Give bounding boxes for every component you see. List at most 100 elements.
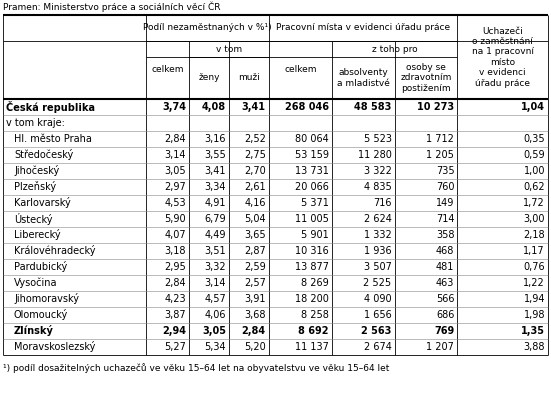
- Text: 2,84: 2,84: [164, 134, 186, 144]
- Text: Ústecký: Ústecký: [14, 213, 52, 225]
- Text: 566: 566: [436, 294, 455, 304]
- Text: z toho pro: z toho pro: [372, 44, 417, 53]
- Text: 2,18: 2,18: [523, 230, 545, 240]
- Text: 4,06: 4,06: [204, 310, 226, 320]
- Text: 358: 358: [436, 230, 455, 240]
- Text: 3,68: 3,68: [244, 310, 266, 320]
- Text: Pramen: Ministerstvo práce a sociálních věcí ČR: Pramen: Ministerstvo práce a sociálních …: [3, 2, 220, 12]
- Text: 760: 760: [436, 182, 455, 192]
- Text: 3,91: 3,91: [244, 294, 266, 304]
- Text: Plzeňský: Plzeňský: [14, 182, 56, 192]
- Text: 1 936: 1 936: [364, 246, 392, 256]
- Text: Hl. město Praha: Hl. město Praha: [14, 134, 92, 144]
- Text: 2 624: 2 624: [364, 214, 392, 224]
- Text: Pracovní místa v evidenci úřadu práce: Pracovní místa v evidenci úřadu práce: [276, 23, 450, 32]
- Text: 1,35: 1,35: [521, 326, 545, 336]
- Text: Jihočeský: Jihočeský: [14, 166, 60, 176]
- Text: Uchazeči
o zaměstnání
na 1 pracovní
místo
v evidenci
úřadu práce: Uchazeči o zaměstnání na 1 pracovní míst…: [472, 26, 534, 88]
- Text: 0,62: 0,62: [523, 182, 545, 192]
- Text: 3,74: 3,74: [162, 102, 186, 112]
- Text: 3,14: 3,14: [165, 150, 186, 160]
- Text: 4,91: 4,91: [204, 198, 226, 208]
- Text: 3 322: 3 322: [364, 166, 392, 176]
- Text: celkem: celkem: [284, 65, 316, 74]
- Text: 3,05: 3,05: [164, 166, 186, 176]
- Text: 2,84: 2,84: [242, 326, 266, 336]
- Text: 11 280: 11 280: [358, 150, 392, 160]
- Text: 0,35: 0,35: [523, 134, 545, 144]
- Text: celkem: celkem: [151, 65, 183, 74]
- Text: 4,07: 4,07: [164, 230, 186, 240]
- Text: 18 200: 18 200: [295, 294, 329, 304]
- Text: 5,34: 5,34: [204, 342, 226, 352]
- Text: Pardubický: Pardubický: [14, 261, 67, 272]
- Text: 463: 463: [436, 278, 455, 288]
- Text: Vysočina: Vysočina: [14, 278, 57, 288]
- Text: 1 207: 1 207: [426, 342, 455, 352]
- Text: 5 901: 5 901: [301, 230, 329, 240]
- Text: 769: 769: [434, 326, 455, 336]
- Text: 8 258: 8 258: [301, 310, 329, 320]
- Text: 2,61: 2,61: [244, 182, 266, 192]
- Text: 3,88: 3,88: [523, 342, 545, 352]
- Text: 3,16: 3,16: [204, 134, 226, 144]
- Text: 686: 686: [436, 310, 455, 320]
- Text: 481: 481: [436, 262, 455, 272]
- Text: 3,14: 3,14: [204, 278, 226, 288]
- Text: 3,05: 3,05: [202, 326, 226, 336]
- Text: 2,70: 2,70: [244, 166, 266, 176]
- Text: 5,90: 5,90: [164, 214, 186, 224]
- Text: 0,59: 0,59: [523, 150, 545, 160]
- Text: 48 583: 48 583: [354, 102, 392, 112]
- Text: 1,22: 1,22: [523, 278, 545, 288]
- Text: 5 523: 5 523: [364, 134, 392, 144]
- Text: 1,98: 1,98: [523, 310, 545, 320]
- Text: 5 371: 5 371: [301, 198, 329, 208]
- Text: ¹) podíl dosažitelných uchazečů ve věku 15–64 let na obyvatelstvu ve věku 15–64 : ¹) podíl dosažitelných uchazečů ve věku …: [3, 363, 390, 373]
- Text: 4,49: 4,49: [204, 230, 226, 240]
- Text: 10 273: 10 273: [417, 102, 455, 112]
- Text: 2,84: 2,84: [164, 278, 186, 288]
- Text: 3,41: 3,41: [204, 166, 226, 176]
- Text: absolventy
a mladistvé: absolventy a mladistvé: [337, 68, 390, 88]
- Text: 13 731: 13 731: [295, 166, 329, 176]
- Text: 4 090: 4 090: [364, 294, 392, 304]
- Text: 3,18: 3,18: [165, 246, 186, 256]
- Text: 1 332: 1 332: [364, 230, 392, 240]
- Text: 4,57: 4,57: [204, 294, 226, 304]
- Text: 3,87: 3,87: [164, 310, 186, 320]
- Text: v tom kraje:: v tom kraje:: [6, 118, 65, 128]
- Text: 6,79: 6,79: [204, 214, 226, 224]
- Text: Olomoucký: Olomoucký: [14, 309, 68, 321]
- Text: 13 877: 13 877: [295, 262, 329, 272]
- Text: 3,00: 3,00: [523, 214, 545, 224]
- Text: 10 316: 10 316: [295, 246, 329, 256]
- Text: 2,75: 2,75: [244, 150, 266, 160]
- Text: Liberecký: Liberecký: [14, 229, 61, 240]
- Text: 4,16: 4,16: [244, 198, 266, 208]
- Text: 1,00: 1,00: [523, 166, 545, 176]
- Text: v tom: v tom: [216, 44, 242, 53]
- Text: 8 269: 8 269: [301, 278, 329, 288]
- Text: 1 712: 1 712: [426, 134, 455, 144]
- Text: Středočeský: Středočeský: [14, 150, 73, 161]
- Text: 2 674: 2 674: [364, 342, 392, 352]
- Text: 268 046: 268 046: [285, 102, 329, 112]
- Text: 2,94: 2,94: [162, 326, 186, 336]
- Text: 735: 735: [436, 166, 455, 176]
- Text: 5,04: 5,04: [244, 214, 266, 224]
- Text: 716: 716: [373, 198, 392, 208]
- Text: 714: 714: [436, 214, 455, 224]
- Text: 2,57: 2,57: [244, 278, 266, 288]
- Text: 3,51: 3,51: [204, 246, 226, 256]
- Text: 468: 468: [436, 246, 455, 256]
- Text: 5,27: 5,27: [164, 342, 186, 352]
- Text: 3,55: 3,55: [204, 150, 226, 160]
- Text: 0,76: 0,76: [523, 262, 545, 272]
- Text: 4 835: 4 835: [364, 182, 392, 192]
- Text: 2,52: 2,52: [244, 134, 266, 144]
- Text: 11 005: 11 005: [295, 214, 329, 224]
- Text: 2,59: 2,59: [244, 262, 266, 272]
- Text: 4,23: 4,23: [164, 294, 186, 304]
- Text: 2,95: 2,95: [164, 262, 186, 272]
